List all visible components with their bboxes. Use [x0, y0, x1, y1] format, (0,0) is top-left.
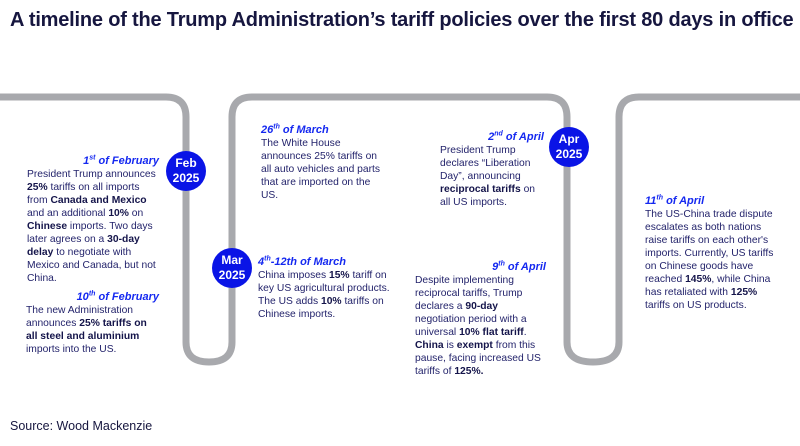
event-4-12-mar: 4th-12th of March China imposes 15% tarif…	[258, 255, 394, 321]
body-text: to negotiate with Mexico and Canada, but…	[27, 247, 156, 284]
event-9-apr: 9th of April Despite implementing recipro…	[415, 260, 546, 378]
body-text: on	[128, 208, 144, 219]
event-description: The US-China trade dispute escalates as …	[645, 208, 775, 312]
body-text: tariffs on US products.	[645, 300, 747, 311]
event-date: 2nd of April	[440, 130, 544, 144]
date-rest: of March	[279, 124, 329, 136]
event-description: Despite implementing reciprocal tariffs,…	[415, 274, 546, 378]
body-text: China imposes	[258, 270, 329, 281]
date-suffix: st	[89, 154, 96, 162]
body-text: and an additional	[27, 208, 109, 219]
marker-year: 2025	[172, 171, 200, 185]
event-date: 9th of April	[415, 260, 546, 274]
body-text: negotiation period with a universal	[415, 314, 527, 338]
body-text: imports. Two days later agrees on a	[27, 221, 153, 245]
body-text: tariffs on Chinese imports.	[258, 296, 384, 320]
body-text: , while China has retaliated with	[645, 274, 771, 298]
body-text: Despite implementing reciprocal tariffs,…	[415, 275, 523, 312]
emphasis-text: 145%	[685, 274, 712, 285]
body-text: The White House announces 25% tariffs on…	[261, 138, 381, 201]
date-rest: of February	[95, 155, 159, 167]
body-text: .	[523, 327, 527, 338]
event-description: President Trump declares “Liberation Day…	[440, 144, 544, 209]
date-suffix: th	[273, 123, 280, 131]
date-rest: of April	[663, 195, 705, 207]
emphasis-text: 90-day	[465, 301, 499, 312]
date-suffix: th	[88, 290, 96, 298]
marker-month: Mar	[221, 253, 243, 267]
event-2-apr: 2nd of April President Trump declares “Li…	[440, 130, 544, 209]
date-day: 11	[645, 195, 657, 207]
event-date: 11th of April	[645, 194, 775, 208]
event-date: 26th of March	[261, 123, 387, 137]
date-rest: of April	[502, 131, 544, 143]
emphasis-text: 125%	[730, 287, 758, 298]
date-suffix: th	[498, 260, 505, 268]
event-date: 10th of February	[26, 290, 159, 304]
date-day: 9	[492, 261, 499, 273]
page-title: A timeline of the Trump Administration’s…	[10, 9, 794, 31]
emphasis-text: reciprocal tariffs	[440, 184, 521, 195]
emphasis-text: 10%	[108, 208, 129, 219]
emphasis-text: 25% tariffs on all steel and aluminium	[26, 318, 147, 342]
date-rest: -12th of March	[270, 256, 346, 268]
date-rest: of April	[504, 261, 546, 273]
emphasis-text: 10% flat tariff	[459, 327, 524, 338]
event-description: The White House announces 25% tariffs on…	[261, 137, 387, 202]
marker-mar-2025: Mar 2025	[212, 248, 252, 288]
body-text: tariff on key US agricultural products. …	[258, 270, 390, 307]
body-text: on all US imports.	[440, 184, 536, 208]
event-description: President Trump announces 25% tariffs on…	[27, 168, 159, 285]
emphasis-text: exempt	[456, 340, 493, 351]
body-text: from this pause, facing increased US tar…	[415, 340, 541, 377]
emphasis-text: Chinese	[27, 221, 68, 232]
date-day: 1	[83, 155, 90, 167]
marker-year: 2025	[555, 147, 583, 161]
marker-apr-2025: Apr 2025	[549, 127, 589, 167]
emphasis-text: 25%	[27, 182, 48, 193]
date-rest: of February	[95, 291, 159, 303]
source-note: Source: Wood Mackenzie	[10, 419, 153, 433]
event-1-feb: 1st of February President Trump announces…	[27, 154, 159, 285]
date-day: 10	[76, 291, 89, 303]
body-text: The US-China trade dispute escalates as …	[645, 209, 774, 285]
date-suffix: nd	[494, 130, 503, 138]
emphasis-text: 10%	[320, 296, 342, 307]
emphasis-text: Canada and Mexico	[50, 195, 147, 206]
date-day: 4	[258, 256, 265, 268]
date-day: 2	[488, 131, 495, 143]
event-10-feb: 10th of February The new Administration a…	[26, 290, 159, 356]
emphasis-text: 30-day delay	[27, 234, 140, 258]
body-text: imports into the US.	[26, 344, 117, 355]
event-description: China imposes 15% tariff on key US agric…	[258, 269, 394, 321]
body-text: is	[443, 340, 457, 351]
body-text: President Trump announces	[27, 169, 156, 180]
marker-month: Apr	[558, 132, 580, 146]
marker-year: 2025	[218, 268, 246, 282]
date-suffix: th	[656, 194, 664, 202]
body-text: President Trump declares “Liberation Day…	[440, 145, 531, 182]
emphasis-text: 15%	[328, 270, 350, 281]
date-day: 26	[261, 124, 274, 136]
body-text: tariffs on all imports from	[27, 182, 140, 206]
event-description: The new Administration announces 25% tar…	[26, 304, 159, 356]
emphasis-text: 125%.	[454, 366, 484, 377]
marker-feb-2025: Feb 2025	[166, 151, 206, 191]
marker-month: Feb	[175, 156, 197, 170]
event-26-mar: 26th of March The White House announces 2…	[261, 123, 387, 202]
body-text: The new Administration announces	[26, 305, 134, 329]
emphasis-text: China	[415, 340, 444, 351]
event-date: 1st of February	[27, 154, 159, 168]
event-date: 4th-12th of March	[258, 255, 394, 269]
date-suffix: th	[264, 255, 271, 263]
event-11-apr: 11th of April The US-China trade dispute …	[645, 194, 775, 312]
